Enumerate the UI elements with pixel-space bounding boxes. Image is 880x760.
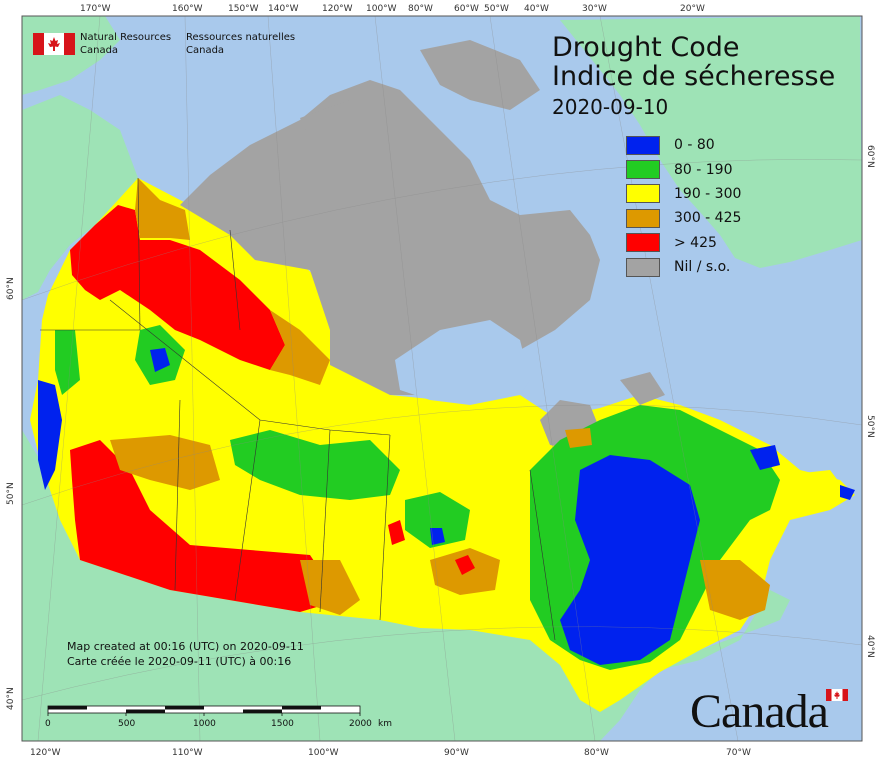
- tick-bottom: 70°W: [726, 748, 751, 758]
- legend-item: > 425: [626, 231, 741, 255]
- scale-label: 0: [45, 719, 51, 729]
- left-latitude-ticks: 60°N 50°N 40°N: [6, 277, 16, 710]
- tick-top: 20°W: [680, 4, 705, 14]
- tick-right: 60°N: [865, 145, 875, 168]
- tick-top: 50°W: [484, 4, 509, 14]
- greenland: [560, 16, 862, 268]
- title-french: Indice de sécheresse: [552, 61, 836, 92]
- map-title-block: Drought Code Indice de sécheresse 2020-0…: [552, 33, 835, 121]
- legend-swatch: [626, 208, 660, 228]
- wordmark-flag-icon: [826, 689, 848, 701]
- tick-bottom: 120°W: [30, 748, 61, 758]
- scale-bar: 0 500 1000 1500 2000 km: [45, 705, 392, 729]
- org-name-english: Natural Resources Canada: [80, 31, 171, 57]
- canada-flag-icon: [33, 33, 75, 55]
- scale-label: 500: [118, 719, 135, 729]
- tick-bottom: 100°W: [308, 748, 339, 758]
- top-longitude-ticks: 170°W 160°W 150°W 140°W 120°W 100°W 80°W…: [80, 4, 705, 14]
- credit-english: Map created at 00:16 (UTC) on 2020-09-11: [67, 640, 304, 653]
- canada-wordmark: Canada: [690, 685, 829, 738]
- map-credit: Map created at 00:16 (UTC) on 2020-09-11…: [67, 639, 304, 669]
- legend-swatch: [626, 160, 660, 180]
- tick-top: 100°W: [366, 4, 397, 14]
- tick-top: 170°W: [80, 4, 111, 14]
- scale-label: 2000: [349, 719, 372, 729]
- tick-top: 120°W: [322, 4, 353, 14]
- tick-right: 50°N: [865, 415, 875, 438]
- legend-swatch: [626, 184, 660, 204]
- tick-top: 160°W: [172, 4, 203, 14]
- right-latitude-ticks: 60°N 50°N 40°N: [865, 145, 875, 658]
- credit-french: Carte créée le 2020-09-11 (UTC) à 00:16: [67, 655, 292, 668]
- scale-unit: km: [378, 719, 392, 729]
- legend-label: 80 - 190: [674, 161, 733, 178]
- legend-item: 0 - 80: [626, 133, 741, 157]
- legend-item: 300 - 425: [626, 206, 741, 230]
- tick-top: 40°W: [524, 4, 549, 14]
- legend-item: Nil / s.o.: [626, 255, 741, 279]
- legend-swatch: [626, 233, 660, 253]
- tick-top: 150°W: [228, 4, 259, 14]
- scale-label: 1000: [193, 719, 216, 729]
- legend-label: > 425: [674, 234, 717, 251]
- tick-bottom: 90°W: [444, 748, 469, 758]
- bottom-longitude-ticks: 120°W 110°W 100°W 90°W 80°W 70°W: [30, 748, 751, 758]
- legend-swatch: [626, 135, 660, 155]
- org-line: Canada: [186, 45, 225, 56]
- legend-label: 300 - 425: [674, 210, 742, 227]
- canada-drought-fields: [30, 40, 855, 712]
- legend-item: 190 - 300: [626, 182, 741, 206]
- graticule: [21, 15, 863, 742]
- tick-left: 40°N: [6, 687, 16, 710]
- legend-label: Nil / s.o.: [674, 259, 731, 276]
- tick-right: 40°N: [865, 635, 875, 658]
- legend-label: 0 - 80: [674, 137, 715, 154]
- map-date: 2020-09-10: [552, 95, 669, 119]
- legend-swatch: [626, 257, 660, 277]
- org-name-french: Ressources naturelles Canada: [186, 31, 295, 57]
- tick-top: 80°W: [408, 4, 433, 14]
- united-states: [22, 430, 790, 741]
- legend-label: 190 - 300: [674, 185, 742, 202]
- tick-left: 50°N: [6, 482, 16, 505]
- title-english: Drought Code: [552, 32, 740, 63]
- tick-top: 30°W: [582, 4, 607, 14]
- map-border: [21, 15, 863, 742]
- legend-item: 80 - 190: [626, 157, 741, 181]
- tick-top: 140°W: [268, 4, 299, 14]
- org-line: Ressources naturelles: [186, 32, 296, 43]
- org-line: Natural Resources: [80, 32, 172, 43]
- alaska: [22, 95, 138, 300]
- tick-bottom: 80°W: [584, 748, 609, 758]
- provincial-borders: [40, 177, 556, 641]
- tick-left: 60°N: [6, 277, 16, 300]
- tick-top: 60°W: [454, 4, 479, 14]
- tick-bottom: 110°W: [172, 748, 203, 758]
- org-line: Canada: [80, 45, 119, 56]
- legend: 0 - 80 80 - 190 190 - 300 300 - 425 > 42…: [626, 133, 741, 279]
- scale-label: 1500: [271, 719, 294, 729]
